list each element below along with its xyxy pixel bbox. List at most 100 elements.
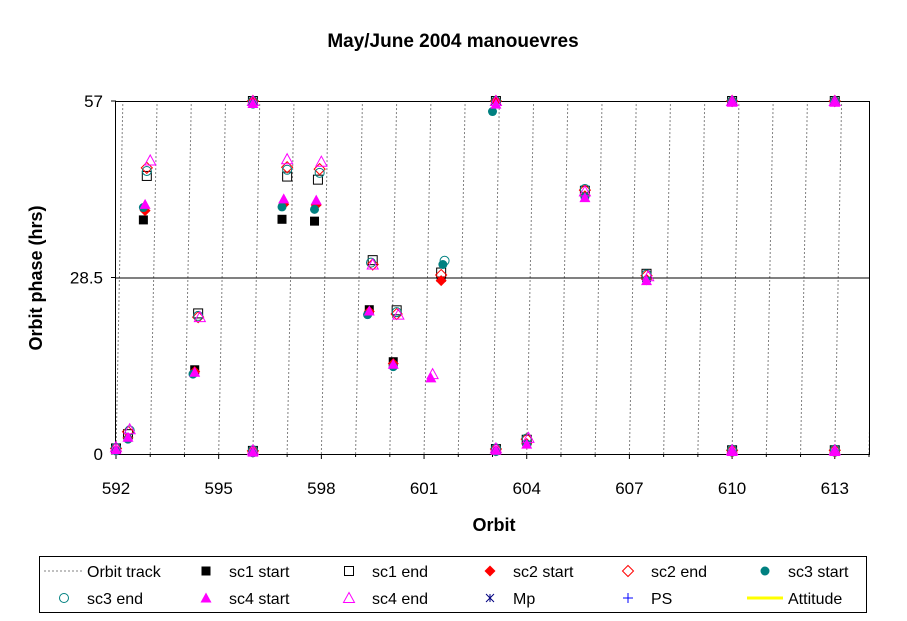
point-sc4-start [363,305,375,316]
legend-label-attitude: Attitude [788,591,842,608]
x-tick-label: 592 [102,479,130,498]
point-sc2-end [313,162,326,176]
x-axis-title: Orbit [473,515,516,535]
y-axis-title: Orbit phase (hrs) [26,205,46,350]
point-sc4-end [828,94,842,106]
point-sc1-end [193,308,204,319]
point-sc4-start [829,446,841,457]
point-sc4-end [641,269,655,282]
legend-label-sc3-end: sc3 end [87,591,143,608]
point-sc3-end [314,167,325,178]
point-sc4-end [426,367,439,380]
legend-marker-sc3-start [760,566,770,576]
legend-label-mp: Mp [513,591,535,608]
x-tick-label: 598 [307,479,335,498]
point-sc4-end [489,441,503,454]
point-sc4-start [189,366,201,377]
point-sc3-start [488,107,497,117]
legend-marker-sc2-start [484,565,496,577]
point-sc4-end [123,422,137,435]
point-sc4-end [143,153,157,166]
point-sc2-end [280,161,294,174]
point-sc4-start [521,438,533,449]
point-sc4-start [726,96,738,107]
point-sc4-end [193,310,207,323]
x-tick-label: 613 [821,479,849,498]
point-sc3-end [391,307,402,318]
point-sc4-start [310,194,322,205]
point-sc4-end [366,257,380,270]
point-sc1-start [277,214,287,224]
axes: 592 595 598 601 604 607 610 613 0 28.5 57 [70,92,870,498]
legend-marker-sc4-end [342,591,356,603]
point-sc4-end [725,94,739,106]
point-sc1-end [282,171,293,182]
point-sc4-end [280,152,294,165]
point-sc2-end [140,161,154,175]
legend-label-sc3-start: sc3 start [788,564,849,581]
point-sc4-end [315,155,328,167]
point-sc4-start [490,98,502,109]
legend-label-sc1-end: sc1 end [372,564,428,581]
legend-marker-sc3-end [59,593,69,603]
legend-label-sc1-start: sc1 start [229,564,290,581]
point-sc3-end [141,165,152,176]
point-sc4-end [392,308,405,320]
point-sc4-start [726,446,738,457]
point-sc4-end [522,431,535,443]
legend: Orbit track sc1 start sc1 end sc2 start sc2 … [44,564,849,608]
x-tick-label: 607 [615,479,643,498]
point-sc4-end [109,440,123,453]
legend-label-orbit-track: Orbit track [87,564,162,581]
point-sc4-start [490,444,502,455]
point-sc1-end [312,174,323,185]
point-sc3-start [277,202,287,212]
point-sc4-start [387,358,399,369]
legend-label-ps: PS [651,591,672,608]
legend-marker-sc4-start [200,592,212,603]
point-sc1-start [138,215,148,225]
legend-box [39,556,867,613]
point-sc4-end [725,443,739,456]
y-tick-label: 57 [84,92,103,111]
legend-marker-ps [623,593,633,603]
orbit-track-line [868,428,869,454]
x-tick-label: 610 [718,479,746,498]
point-sc3-end [439,255,450,266]
point-sc4-start [829,96,841,107]
x-tick-label: 604 [513,479,541,498]
point-sc2-end [434,268,448,282]
point-sc4-start [425,372,437,383]
legend-label-sc2-end: sc2 end [651,564,707,581]
point-sc4-start [641,275,653,286]
x-tick-label: 595 [204,479,232,498]
y-tick-label: 0 [94,445,103,464]
y-tick-label: 28.5 [70,269,103,288]
legend-label-sc4-start: sc4 start [229,591,290,608]
point-sc3-start [310,204,320,214]
point-sc4-start [579,192,591,203]
x-tick-label: 601 [410,479,438,498]
point-sc3-end [282,164,293,175]
point-sc1-end [367,255,378,266]
legend-label-sc4-end: sc4 end [372,591,428,608]
point-sc4-start [247,446,259,457]
legend-marker-mp [485,593,495,603]
data-points [109,94,842,458]
point-sc4-end [246,443,260,456]
point-sc4-start [139,198,151,209]
point-sc4-end [489,94,503,106]
point-sc4-end [578,184,592,197]
point-sc4-start [278,193,290,204]
point-sc1-start [310,216,320,226]
legend-marker-sc1-end [344,566,354,576]
chart-title: May/June 2004 manouevres [327,31,578,52]
point-sc3-end [365,257,376,268]
point-sc4-start [122,431,134,442]
point-sc4-end [246,94,260,106]
legend-marker-sc1-start [201,566,211,576]
point-sc2-end [366,258,379,271]
legend-label-sc2-start: sc2 start [513,564,574,581]
point-sc4-end [828,443,842,456]
